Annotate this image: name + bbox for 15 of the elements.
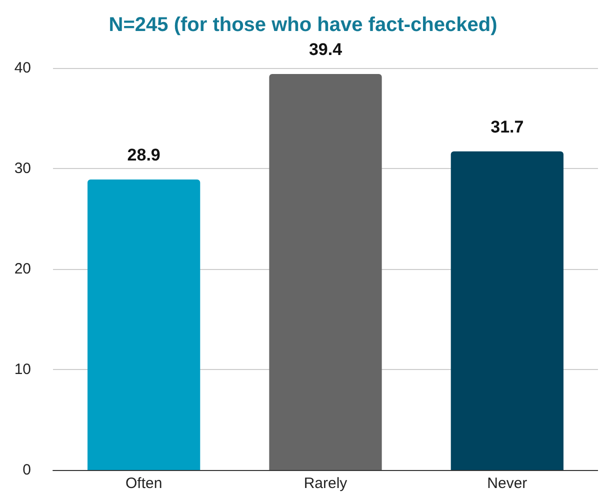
x-tick-label: Never	[487, 475, 528, 492]
chart-title: N=245 (for those who have fact-checked)	[108, 14, 498, 36]
bar	[450, 151, 564, 470]
bar	[88, 180, 200, 470]
y-tick-label: 10	[14, 361, 31, 378]
y-tick-label: 40	[14, 60, 31, 76]
x-tick-label: Rarely	[304, 475, 348, 492]
data-label: 28.9	[127, 146, 160, 165]
y-tick-label: 30	[14, 160, 31, 177]
data-label: 39.4	[308, 40, 343, 60]
data-label: 31.7	[490, 117, 524, 136]
y-tick-label: 20	[14, 260, 31, 278]
x-tick-label: Often	[125, 475, 162, 492]
y-tick-label: 0	[22, 462, 31, 478]
bar	[269, 74, 382, 470]
